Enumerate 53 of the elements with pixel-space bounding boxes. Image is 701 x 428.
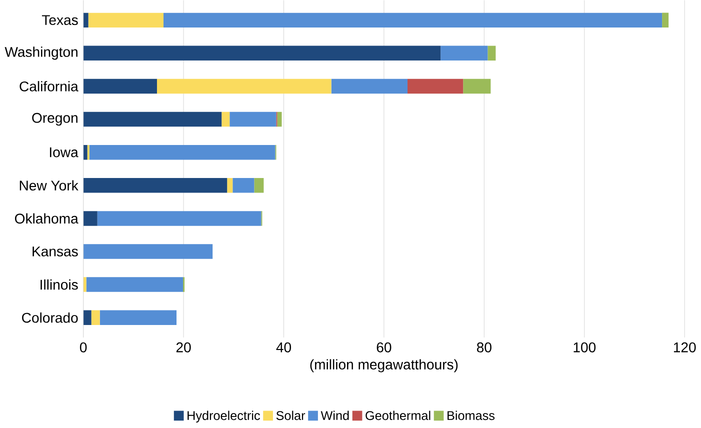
y-tick-label: Illinois: [40, 280, 78, 290]
y-tick-label: Kansas: [32, 246, 78, 257]
y-tick-label: Oregon: [32, 113, 78, 126]
x-tick-label: 20: [176, 342, 191, 353]
x-axis-title: (million megawatthours): [310, 359, 458, 372]
legend-label: Hydroelectric: [188, 410, 260, 423]
legend-label: Biomass: [448, 410, 495, 420]
x-tick-label: 100: [574, 342, 596, 353]
y-tick-label: New York: [20, 180, 78, 191]
bar: [97, 211, 262, 226]
bar: [662, 12, 669, 28]
bar: [83, 145, 88, 160]
x-tick-label: 60: [376, 342, 392, 353]
bar: [83, 46, 441, 61]
bar: [83, 244, 213, 260]
bar: [232, 178, 254, 193]
bar: [83, 112, 222, 127]
x-tick-label: 120: [674, 342, 696, 353]
bar: [83, 178, 228, 193]
bar: [440, 46, 488, 61]
bar: [100, 310, 177, 326]
bar: [227, 178, 233, 193]
bar: [83, 310, 92, 326]
bar: [88, 12, 164, 28]
bar: [83, 277, 86, 292]
x-tick-label: 40: [276, 342, 292, 353]
bar: [163, 12, 662, 28]
y-tick-label: Colorado: [22, 312, 78, 323]
legend-label: Solar: [276, 410, 306, 420]
bar: [83, 211, 98, 226]
bar: [230, 112, 276, 127]
bar: [408, 79, 464, 94]
x-tick-label: 0: [80, 342, 87, 353]
bar: [331, 79, 408, 94]
y-tick-label: Iowa: [50, 148, 78, 158]
bar: [83, 12, 88, 28]
bar: [89, 145, 276, 160]
legend-label: Geothermal: [366, 410, 430, 420]
bar: [222, 112, 230, 127]
bar: [83, 79, 157, 94]
bar: [463, 79, 491, 94]
bar: [86, 277, 184, 292]
bar: [488, 46, 496, 61]
y-tick-label: Oklahoma: [14, 213, 78, 224]
bar: [277, 112, 282, 127]
bar: [254, 178, 264, 193]
bar: [156, 79, 332, 94]
y-tick-label: California: [20, 81, 78, 92]
legend-label: Wind: [320, 410, 349, 420]
y-tick-label: Texas: [42, 15, 78, 26]
x-tick-label: 80: [476, 342, 492, 353]
bar: [91, 310, 100, 326]
y-tick-label: Washington: [4, 46, 78, 60]
